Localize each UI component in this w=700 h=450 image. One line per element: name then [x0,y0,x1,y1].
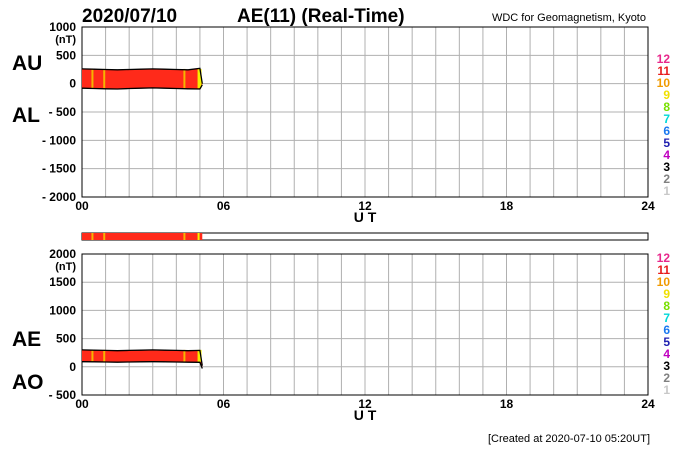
station-legend-label: 1 [663,184,670,198]
y-tick-label: - 500 [49,105,77,119]
station-legend-label: 6 [663,323,670,337]
station-legend-label: 4 [663,347,670,361]
y-tick-label: 500 [56,332,76,346]
y-tick-label: 500 [56,48,76,62]
x-tick-label: 06 [217,199,231,213]
series-side-label: AL [12,104,40,127]
coverage-bar-marker [103,233,106,240]
x-tick-label: 00 [75,397,89,411]
station-legend-label: 2 [663,371,670,385]
station-legend-label: 10 [657,76,671,90]
coverage-bar-marker [91,233,94,240]
y-tick-label: 2000 [49,247,76,261]
station-legend-label: 5 [663,335,670,349]
series-side-label: AO [12,371,44,394]
station-legend-label: 8 [663,299,670,313]
chart-panels: 1000 500 0 - 500 - 1000 - 1500 - 2000 (nT) AU AL 0… [12,20,655,423]
station-legend-label: 3 [663,359,670,373]
coverage-bar-marker [183,233,186,240]
y-tick-label: 1000 [49,303,76,317]
station-legend-label: 10 [657,275,671,289]
station-legend-label: 12 [657,52,671,66]
series-line-al [81,84,203,90]
coverage-bar-fill [82,233,203,240]
station-legend-label: 11 [657,64,670,78]
station-legend-label: 2 [663,172,670,186]
index-band-fill [82,68,203,89]
chart-panel-1: 1000 500 0 - 500 - 1000 - 1500 - 2000 (nT) AU AL 0… [12,20,655,225]
chart-title: AE(11) (Real-Time) [237,6,405,27]
x-tick-label: 00 [75,199,89,213]
station-legend-label: 8 [663,100,670,114]
index-band-fill [82,349,203,369]
coverage-bar-marker [197,233,200,240]
x-tick-label: 18 [500,397,514,411]
station-legend-label: 3 [663,160,670,174]
x-tick-label: 12 [358,199,372,213]
x-axis-label: U T [354,209,377,225]
station-legend-label: 11 [657,263,670,277]
x-tick-label: 24 [641,199,655,213]
chart-panel-2: 2000 1500 1000 500 0 - 500 (nT) AE AO 00 06 12 18 24 U… [12,247,655,423]
station-marker [91,349,94,362]
y-tick-label: - 500 [49,388,77,402]
station-marker [183,68,186,89]
date-title: 2020/07/10 [82,6,177,27]
station-legend-label: 1 [663,383,670,397]
station-legend-label: 5 [663,136,670,150]
station-marker [91,68,94,89]
station-marker [183,349,186,362]
y-tick-label: 1500 [49,275,76,289]
x-tick-label: 06 [217,397,231,411]
station-legend-label: 9 [663,287,670,301]
x-tick-label: 18 [500,199,514,213]
series-line-au [81,67,203,84]
series-line-ae [81,349,203,366]
created-timestamp: [Created at 2020-07-10 05:20UT] [488,433,650,445]
station-marker [197,68,202,89]
y-tick-label: 0 [69,360,76,374]
station-marker [103,349,106,362]
y-tick-label: - 2000 [42,190,76,204]
station-legend-label: 7 [663,112,670,126]
x-tick-label: 12 [358,397,372,411]
x-axis-label: U T [354,407,377,423]
source-label: WDC for Geomagnetism, Kyoto [492,12,646,24]
y-tick-label: - 1500 [42,162,76,176]
station-marker [103,68,106,89]
series-side-label: AU [12,52,42,75]
series-side-label: AE [12,328,41,351]
x-tick-label: 24 [641,397,655,411]
station-legend-label: 12 [657,251,671,265]
y-tick-label: 0 [69,77,76,91]
y-tick-label: - 1000 [42,133,76,147]
station-legend-label: 7 [663,311,670,325]
y-tick-label: 1000 [49,20,76,34]
station-legend-label: 4 [663,148,670,162]
plot-frame [81,26,649,198]
coverage-bar [81,232,649,241]
series-line-ao [81,361,203,369]
plot-frame [81,253,649,396]
station-legend-label: 9 [663,88,670,102]
station-marker [197,349,202,362]
station-legend-label: 6 [663,124,670,138]
y-axis-unit: (nT) [55,261,76,273]
y-axis-unit: (nT) [55,34,76,46]
